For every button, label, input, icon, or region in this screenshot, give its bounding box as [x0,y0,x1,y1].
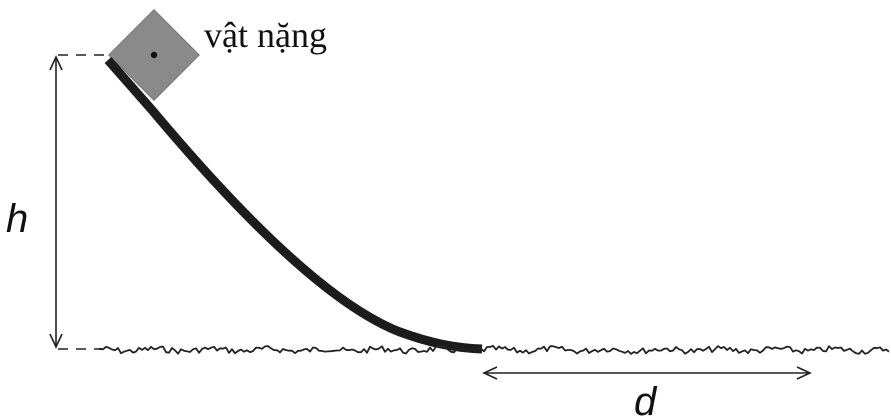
ground-line [99,344,890,355]
block-label: vật nặng [204,15,327,55]
ramp-curve [104,57,483,354]
height-label: h [6,197,28,241]
block-center-dot [150,51,158,59]
distance-label: d [634,380,658,416]
